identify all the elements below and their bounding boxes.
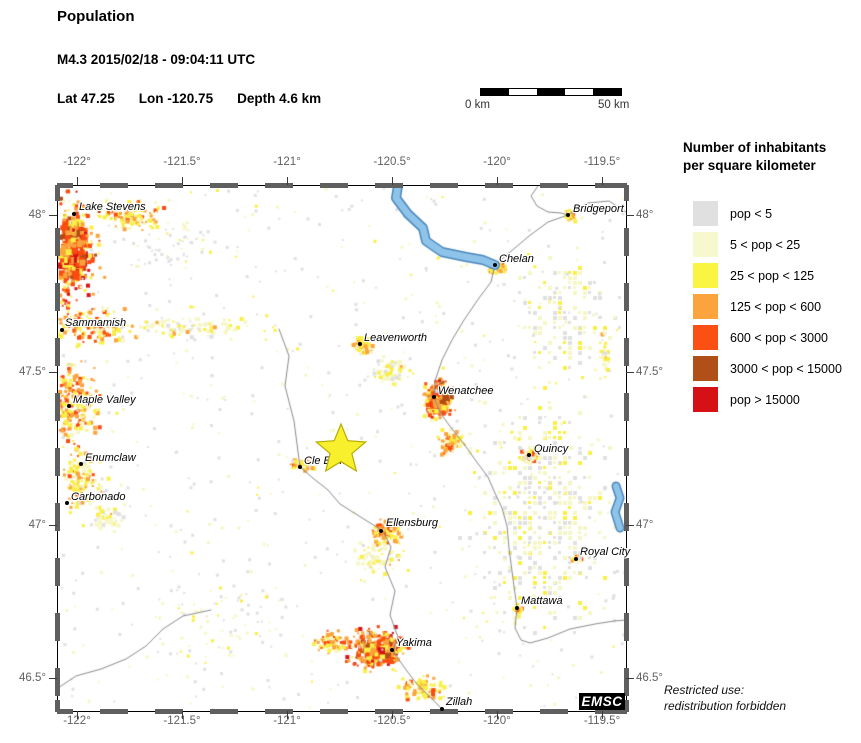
axis-tick — [182, 177, 183, 185]
legend-swatch — [693, 387, 718, 412]
scale-bar-right-label: 50 km — [598, 99, 630, 111]
legend-item: pop > 15000 — [683, 387, 861, 412]
event-longitude: Lon -120.75 — [138, 91, 214, 106]
axis-label-latitude: 48° — [28, 209, 46, 221]
axis-label-longitude: -120° — [483, 156, 511, 168]
axis-tick — [626, 525, 634, 526]
legend-label: 25 < pop < 125 — [730, 268, 815, 283]
axis-label-longitude: -121.5° — [163, 715, 201, 727]
legend-label: 125 < pop < 600 — [730, 299, 822, 314]
population-legend: Number of inhabitants per square kilomet… — [683, 139, 861, 418]
axis-label-longitude: -120° — [483, 715, 511, 727]
population-map: Lake Stevens Bridgeport Chelan Sammamish Lea… — [55, 183, 630, 714]
event-latitude: Lat 47.25 — [57, 91, 115, 106]
axis-tick — [602, 177, 603, 185]
axis-tick — [49, 678, 57, 679]
legend-label: pop > 15000 — [730, 392, 800, 407]
axis-label-longitude: -120.5° — [373, 156, 411, 168]
axis-label-latitude: 47.5° — [19, 366, 46, 378]
axis-label-longitude: -122° — [63, 156, 91, 168]
axis-label-latitude: 47.5° — [636, 366, 663, 378]
axis-tick — [77, 177, 78, 185]
axis-label-latitude: 46.5° — [19, 672, 46, 684]
axis-tick — [497, 711, 498, 719]
scale-bar-segment — [509, 89, 537, 95]
legend-item: 125 < pop < 600 — [683, 294, 861, 319]
axis-label-longitude: -121.5° — [163, 156, 201, 168]
event-coords-line: Lat 47.25 Lon -120.75 Depth 4.6 km — [57, 91, 321, 106]
event-info-line: M4.3 2015/02/18 - 09:04:11 UTC — [57, 52, 256, 67]
axis-label-longitude: -121° — [273, 715, 301, 727]
axis-label-longitude: -119.5° — [583, 156, 621, 168]
axis-label-longitude: -120.5° — [373, 715, 411, 727]
legend-swatch — [693, 232, 718, 257]
legend-swatch — [693, 325, 718, 350]
axis-tick — [626, 215, 634, 216]
axis-tick — [287, 711, 288, 719]
legend-swatch — [693, 263, 718, 288]
legend-item: 25 < pop < 125 — [683, 263, 861, 288]
axis-tick — [602, 711, 603, 719]
legend-label: 600 < pop < 3000 — [730, 330, 829, 345]
axis-tick — [182, 711, 183, 719]
legend-swatch — [693, 294, 718, 319]
legend-label: 5 < pop < 25 — [730, 237, 801, 252]
axis-label-longitude: -122° — [63, 715, 91, 727]
legend-item: 5 < pop < 25 — [683, 232, 861, 257]
legend-label: pop < 5 — [730, 206, 773, 221]
scale-bar-segment — [565, 89, 593, 95]
page-title: Population — [57, 8, 135, 25]
legend-label: 3000 < pop < 15000 — [730, 361, 842, 376]
legend-items: pop < 5 5 < pop < 25 25 < pop < 125 125 < p… — [683, 201, 861, 412]
axis-tick — [49, 372, 57, 373]
axis-tick — [77, 711, 78, 719]
legend-swatch — [693, 356, 718, 381]
legend-swatch — [693, 201, 718, 226]
axis-label-latitude: 47° — [636, 519, 654, 531]
axis-tick — [49, 215, 57, 216]
axis-label-latitude: 46.5° — [636, 672, 663, 684]
axis-label-latitude: 47° — [28, 519, 46, 531]
map-scale-bar — [480, 88, 622, 96]
legend-title: Number of inhabitants per square kilomet… — [683, 140, 827, 173]
axis-tick — [626, 678, 634, 679]
restricted-use-note: Restricted use: redistribution forbidden — [664, 683, 787, 713]
legend-item: 3000 < pop < 15000 — [683, 356, 861, 381]
axis-tick — [497, 177, 498, 185]
axis-tick — [287, 177, 288, 185]
axis-tick — [392, 177, 393, 185]
axis-label-latitude: 48° — [636, 209, 654, 221]
event-depth: Depth 4.6 km — [237, 91, 322, 106]
emsc-logo: EMSC — [579, 693, 625, 710]
legend-item: 600 < pop < 3000 — [683, 325, 861, 350]
legend-item: pop < 5 — [683, 201, 861, 226]
axis-label-longitude: -119.5° — [583, 715, 621, 727]
scale-bar-segment — [537, 89, 565, 95]
axis-tick — [49, 525, 57, 526]
population-density-layer — [58, 186, 626, 711]
scale-bar-left-label: 0 km — [465, 99, 490, 111]
axis-label-longitude: -121° — [273, 156, 301, 168]
scale-bar-segment — [481, 89, 509, 95]
scale-bar-segment — [593, 89, 621, 95]
axis-tick — [626, 372, 634, 373]
axis-tick — [392, 711, 393, 719]
